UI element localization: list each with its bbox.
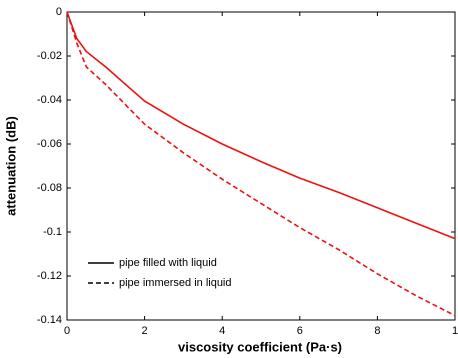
x-axis-label: viscosity coefficient (Pa·s) <box>178 339 342 354</box>
y-tick-label: -0.14 <box>37 314 62 326</box>
y-axis-label: attenuation (dB) <box>3 116 18 216</box>
y-tick-label: -0.08 <box>37 182 62 194</box>
x-tick-label: 8 <box>374 325 380 337</box>
y-tick-label: 0 <box>56 6 62 18</box>
legend-label: pipe filled with liquid <box>119 257 217 269</box>
y-tick-label: -0.06 <box>37 138 62 150</box>
plot-frame <box>66 11 456 321</box>
legend-label: pipe immersed in liquid <box>119 277 232 289</box>
x-tick-label: 4 <box>219 325 225 337</box>
y-tick-label: -0.04 <box>37 94 62 106</box>
series-line <box>66 11 456 317</box>
y-tick-label: -0.12 <box>37 270 62 282</box>
series-line <box>66 11 456 240</box>
x-tick-label: 6 <box>297 325 303 337</box>
y-tick-label: -0.02 <box>37 50 62 62</box>
y-tick-label: -0.1 <box>43 226 62 238</box>
x-tick-label: 2 <box>142 325 148 337</box>
x-tick-label: 0 <box>64 325 70 337</box>
x-tick-label: 1 <box>452 325 458 337</box>
